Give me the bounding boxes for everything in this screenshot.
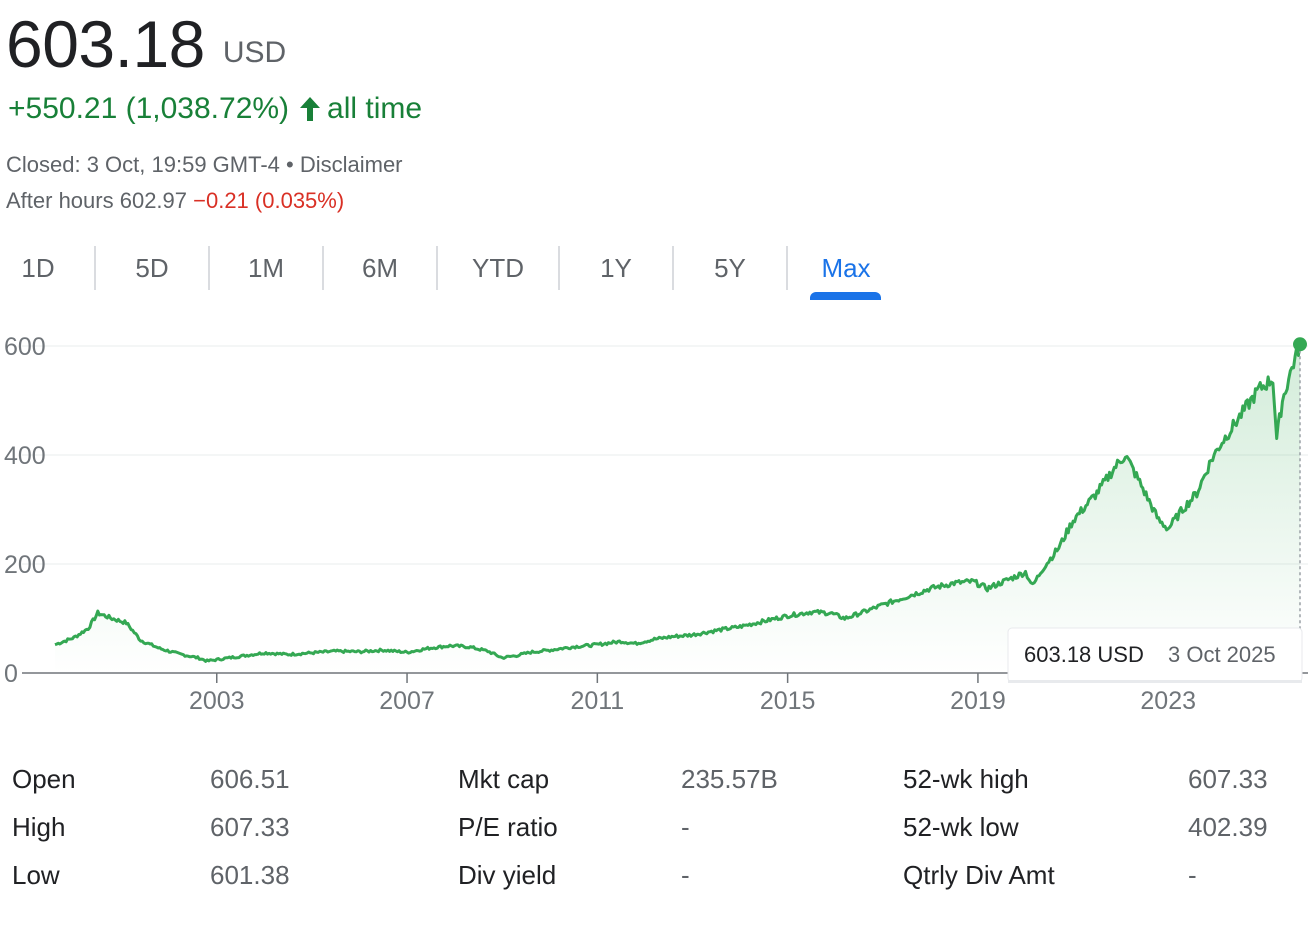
stat-value-high: 607.33 xyxy=(210,812,290,842)
stat-label-open: Open xyxy=(12,764,76,794)
current-price: 603.18 xyxy=(6,7,205,81)
stat-label-low: Low xyxy=(12,860,60,890)
stat-label-qtrly-div-amt: Qtrly Div Amt xyxy=(903,860,1055,890)
y-tick-label: 400 xyxy=(4,442,46,470)
tab-divider xyxy=(436,246,438,290)
tab-divider xyxy=(672,246,674,290)
disclaimer-link[interactable]: Disclaimer xyxy=(299,152,403,177)
stat-label-high: High xyxy=(12,812,66,842)
range-tabs: 1D 5D 1M 6M YTD 1Y 5Y Max xyxy=(0,240,900,304)
after-hours-price: After hours 602.97 xyxy=(6,188,194,213)
stat-label-div-yield: Div yield xyxy=(458,860,557,890)
closed-time: Closed: 3 Oct, 19:59 GMT-4 • xyxy=(6,152,300,177)
tooltip-value: 603.18 USD xyxy=(1024,642,1144,667)
tab-divider xyxy=(558,246,560,290)
price-area-fill xyxy=(55,344,1300,673)
stat-value-52wk-low: 402.39 xyxy=(1188,812,1268,842)
stat-label-pe-ratio: P/E ratio xyxy=(458,812,558,842)
stat-value-52wk-high: 607.33 xyxy=(1188,764,1268,794)
after-hours-change: −0.21 (0.035%) xyxy=(193,188,345,213)
tab-1m[interactable]: 1M xyxy=(247,252,285,283)
price-line xyxy=(54,344,1302,663)
stats-table: Open 606.51 High 607.33 Low 601.38 Mkt c… xyxy=(0,752,1316,912)
active-tab-indicator xyxy=(810,292,881,300)
tab-6m[interactable]: 6M xyxy=(361,252,399,283)
tab-1d[interactable]: 1D xyxy=(21,252,55,283)
x-tick-label: 2003 xyxy=(189,687,245,715)
x-tick-label: 2007 xyxy=(379,687,435,715)
y-tick-label: 200 xyxy=(4,551,46,579)
currency-label: USD xyxy=(222,36,287,69)
stat-value-mkt-cap: 235.57B xyxy=(681,764,778,794)
price-change: +550.21 (1,038.72%) all time xyxy=(8,92,422,126)
tooltip-date: 3 Oct 2025 xyxy=(1168,642,1276,667)
stat-value-low: 601.38 xyxy=(210,860,290,890)
tab-max[interactable]: Max xyxy=(821,252,871,283)
y-tick-label: 600 xyxy=(4,333,46,361)
stat-label-mkt-cap: Mkt cap xyxy=(458,764,550,794)
price-header: 603.18 USD xyxy=(6,0,286,80)
stat-label-52wk-low: 52-wk low xyxy=(903,812,1019,842)
stat-value-qtrly-div-amt: - xyxy=(1188,860,1197,890)
tab-divider xyxy=(786,246,788,290)
after-hours: After hours 602.97 −0.21 (0.035%) xyxy=(6,188,344,214)
current-point-marker xyxy=(1293,337,1307,352)
x-tick-label: 2015 xyxy=(760,687,816,715)
price-chart[interactable]: 0 200 400 600 2003 2007 2011 2015 2019 2023 603.… xyxy=(0,320,1316,720)
tab-divider xyxy=(322,246,324,290)
y-tick-label: 0 xyxy=(4,660,18,688)
market-status: Closed: 3 Oct, 19:59 GMT-4 • Disclaimer xyxy=(6,152,403,178)
arrow-up-icon xyxy=(299,96,321,122)
tab-5d[interactable]: 5D xyxy=(135,252,169,283)
stat-label-52wk-high: 52-wk high xyxy=(903,764,1029,794)
change-value: +550.21 (1,038.72%) xyxy=(8,92,290,125)
stat-value-open: 606.51 xyxy=(210,764,290,794)
tab-divider xyxy=(208,246,210,290)
tooltip-shadow xyxy=(1008,680,1302,683)
stat-value-pe-ratio: - xyxy=(681,812,690,842)
tab-ytd[interactable]: YTD xyxy=(472,252,524,283)
x-tick-label: 2023 xyxy=(1140,687,1196,715)
x-tick-label: 2011 xyxy=(570,687,624,715)
tab-1y[interactable]: 1Y xyxy=(600,252,632,283)
stat-value-div-yield: - xyxy=(681,860,690,890)
tab-5y[interactable]: 5Y xyxy=(714,252,746,283)
x-tick-label: 2019 xyxy=(950,687,1006,715)
tab-divider xyxy=(94,246,96,290)
change-period: all time xyxy=(327,92,423,125)
